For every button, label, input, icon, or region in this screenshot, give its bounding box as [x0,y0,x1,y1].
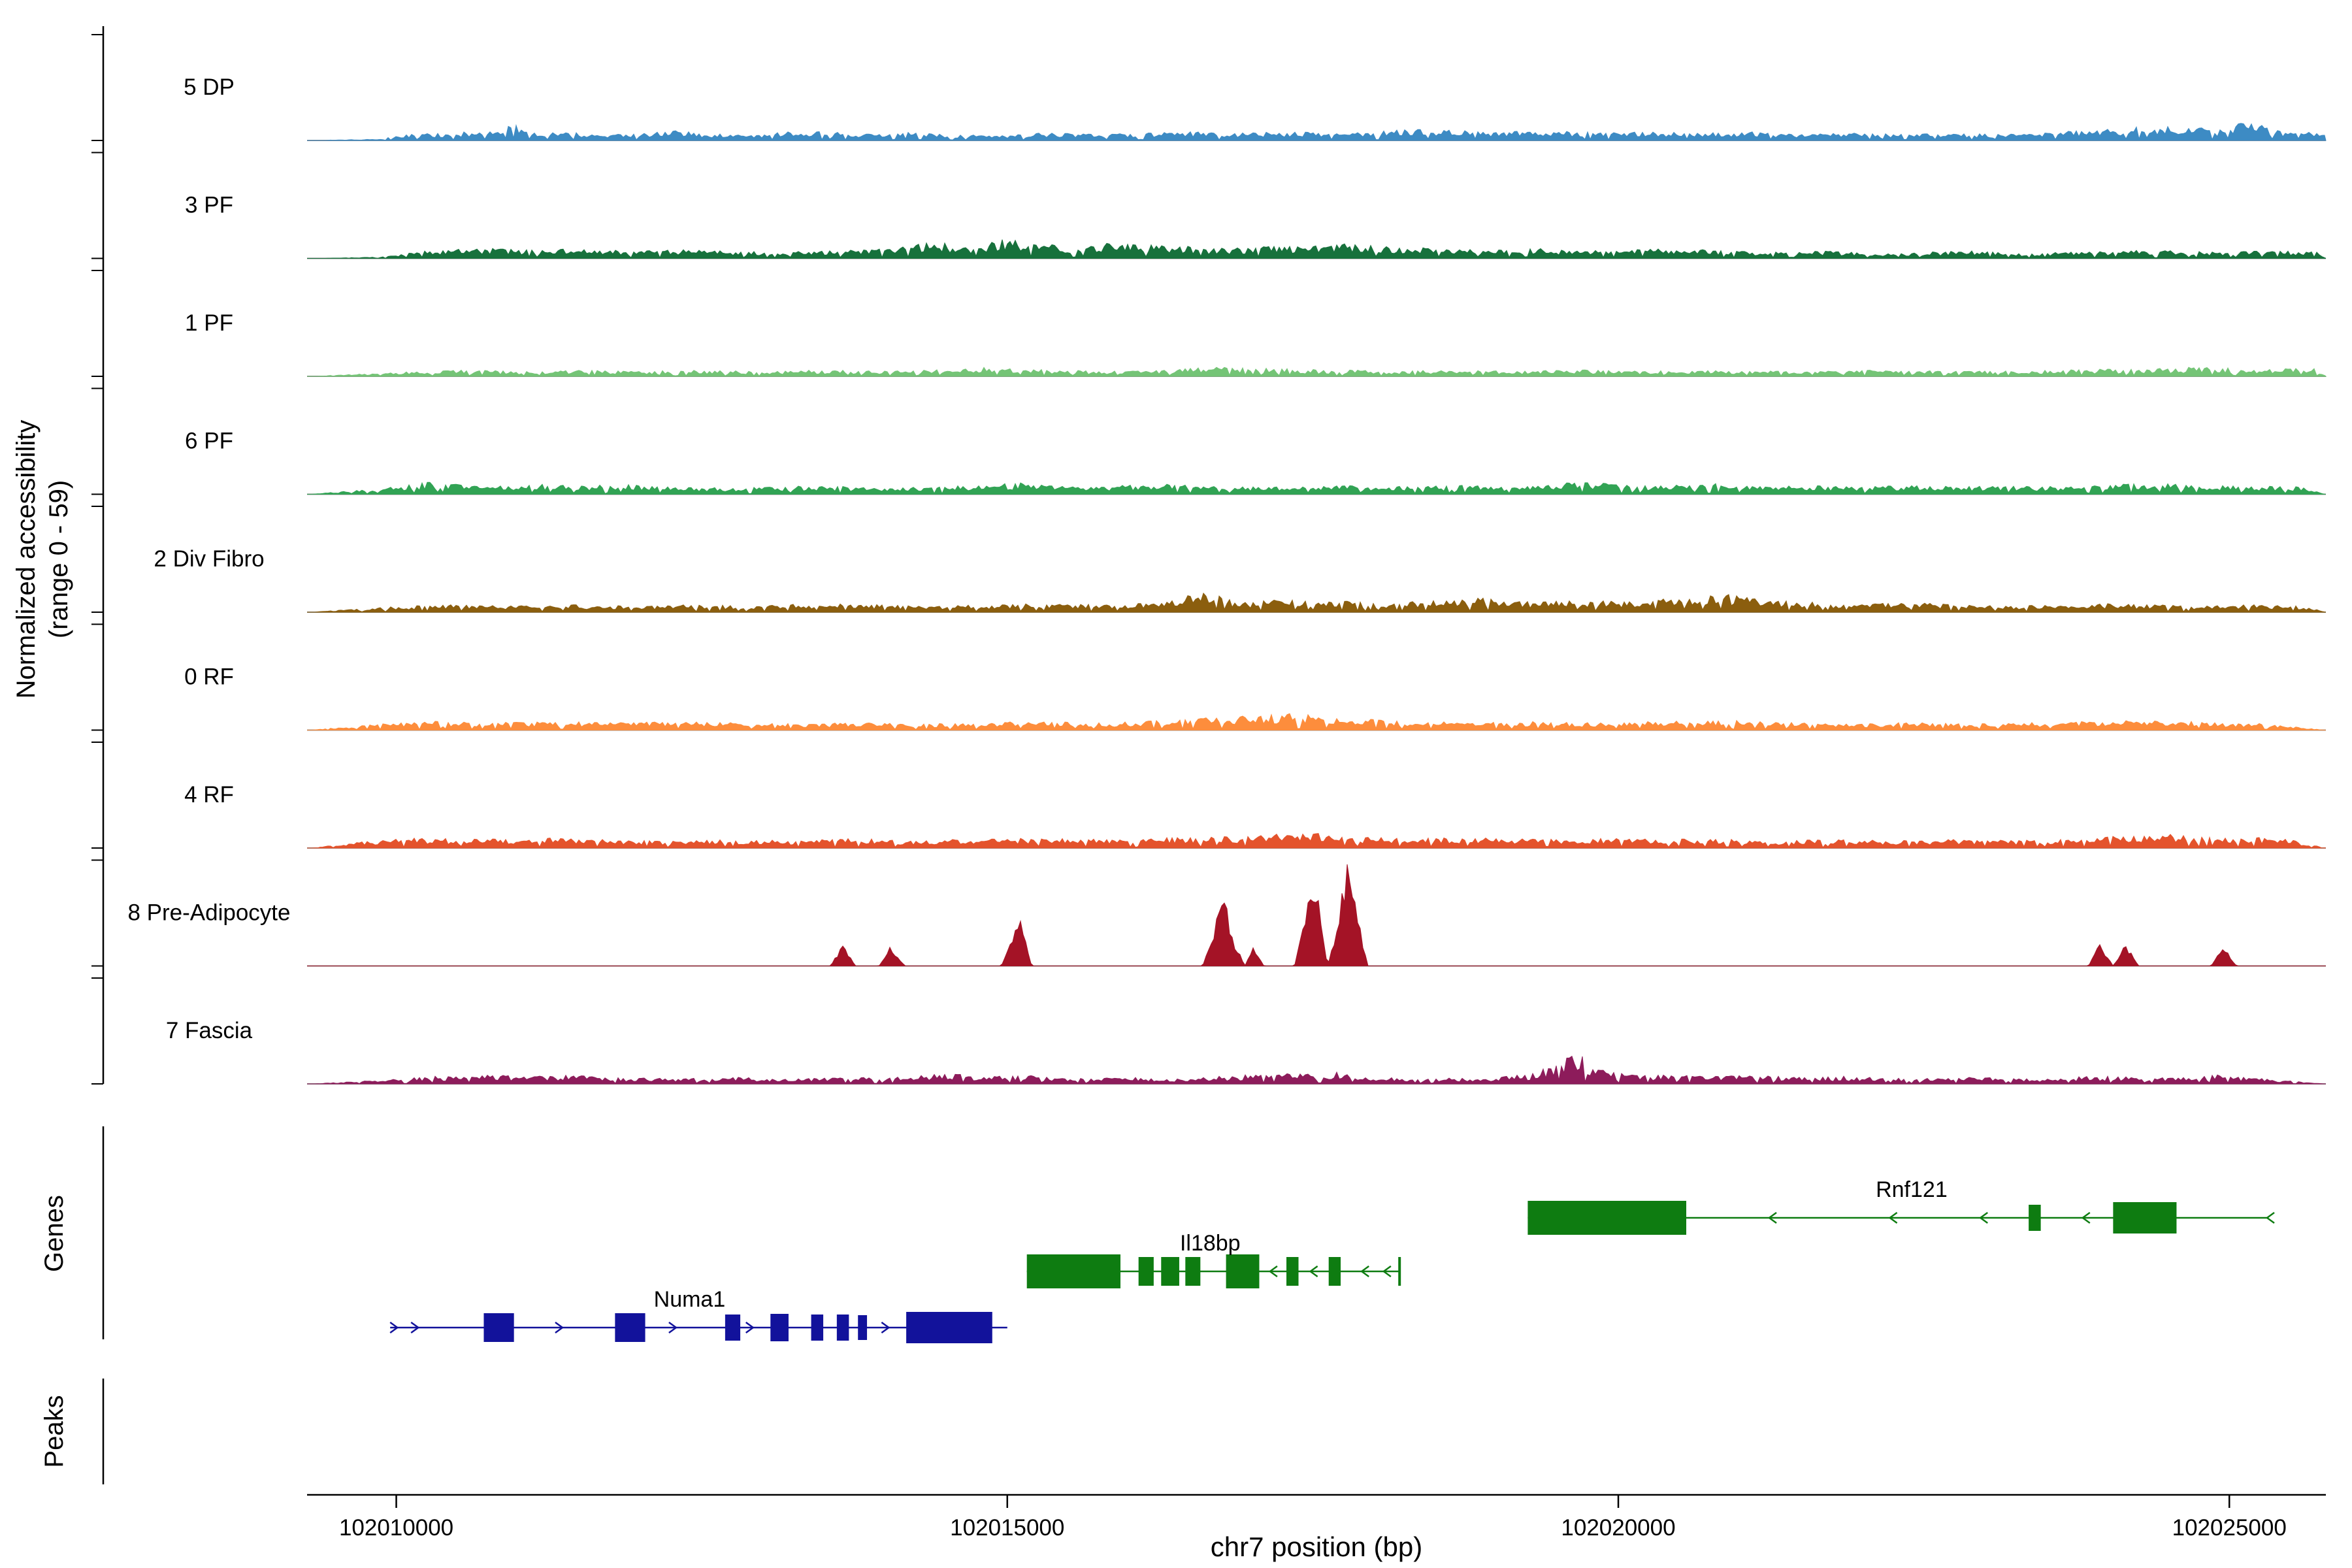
strand-arrow-icon [1360,1265,1369,1278]
track-label: 0 RF [184,664,234,690]
strand-arrow-icon [1309,1265,1318,1278]
gene-exon [1161,1257,1179,1286]
track-label: 2 Div Fibro [154,546,264,572]
gene-exon [770,1314,789,1341]
track-label: 5 DP [184,74,235,100]
track-8-pre-adipocyte: 8 Pre-Adipocyte [127,864,2326,967]
gene-exon [483,1313,514,1342]
strand-arrow-icon [1268,1265,1278,1278]
strand-arrow-icon [668,1321,678,1334]
track-2-div-fibro: 2 Div Fibro [154,546,2327,613]
track-3-pf: 3 PF [185,193,2327,259]
gene-exon [1527,1201,1687,1235]
y-axis-title-line2: (range 0 - 59) [44,480,73,639]
strand-arrow-icon [410,1321,420,1334]
track-signal [307,367,2327,377]
track-label: 3 PF [185,193,233,218]
y-axis-title-line1: Normalized accessibility [12,419,41,699]
strand-arrow-icon [389,1321,399,1334]
track-signal [307,833,2327,849]
track-signal [307,482,2327,495]
strand-arrow-icon [881,1321,890,1334]
y-axis [91,26,105,1085]
gene-numa1: Numa1 [389,1287,1007,1343]
track-signal [307,1055,2326,1085]
gene-exon [1226,1254,1260,1288]
peaks-section-label: Peaks [40,1395,69,1468]
track-6-pf: 6 PF [185,429,2327,495]
gene-exon [725,1315,741,1341]
strand-arrow-icon [1888,1211,1898,1224]
strand-arrow-icon [2081,1211,2091,1224]
gene-label: Il18bp [1180,1231,1241,1256]
x-tick-label: 102010000 [339,1515,453,1541]
gene-exon [1026,1254,1120,1288]
gene-exon [858,1315,868,1340]
x-tick-label: 102015000 [950,1515,1064,1541]
track-label: 7 Fascia [166,1018,253,1043]
track-label: 6 PF [185,429,233,454]
track-label: 8 Pre-Adipocyte [127,900,290,926]
track-label: 1 PF [185,310,233,336]
track-1-pf: 1 PF [185,310,2327,377]
strand-arrow-icon [1382,1265,1392,1278]
x-axis-title: chr7 position (bp) [1210,1531,1423,1562]
gene-rnf121: Rnf121 [1527,1177,2275,1235]
track-signal [307,593,2327,613]
gene-exon [2029,1205,2041,1231]
gene-exon [2113,1202,2177,1233]
genes-section-label: Genes [40,1195,69,1272]
track-signal [307,864,2326,966]
x-axis: 102010000 102015000 102020000 102025000 [307,1494,2326,1541]
gene-exon [836,1315,849,1341]
gene-exon [1185,1257,1201,1286]
track-signal [307,239,2327,259]
strand-arrow-icon [2265,1211,2275,1224]
track-label: 4 RF [184,782,234,808]
gene-exon [615,1313,645,1342]
x-tick-label: 102025000 [2172,1515,2287,1541]
gene-label: Rnf121 [1876,1177,1948,1202]
y-axis-title: Normalized accessibility (range 0 - 59) [10,265,82,853]
track-0-rf: 0 RF [184,664,2326,731]
gene-exon [1286,1257,1299,1286]
gene-exon [906,1312,992,1343]
strand-arrow-icon [1979,1211,1988,1224]
track-5-dp: 5 DP [184,74,2327,141]
strand-arrow-icon [1767,1211,1777,1224]
gene-label: Numa1 [654,1287,726,1312]
gene-exon [1328,1257,1341,1286]
track-signal [307,123,2327,141]
track-signal [307,713,2326,730]
gene-exon [1138,1257,1154,1286]
strand-arrow-icon [555,1321,564,1334]
x-tick-label: 102020000 [1561,1515,1675,1541]
track-4-rf: 4 RF [184,782,2327,849]
strand-arrow-icon [745,1321,755,1334]
gene-exon [811,1315,824,1341]
gene-il18bp: Il18bp [1026,1231,1401,1288]
track-7-fascia: 7 Fascia [166,1018,2326,1085]
